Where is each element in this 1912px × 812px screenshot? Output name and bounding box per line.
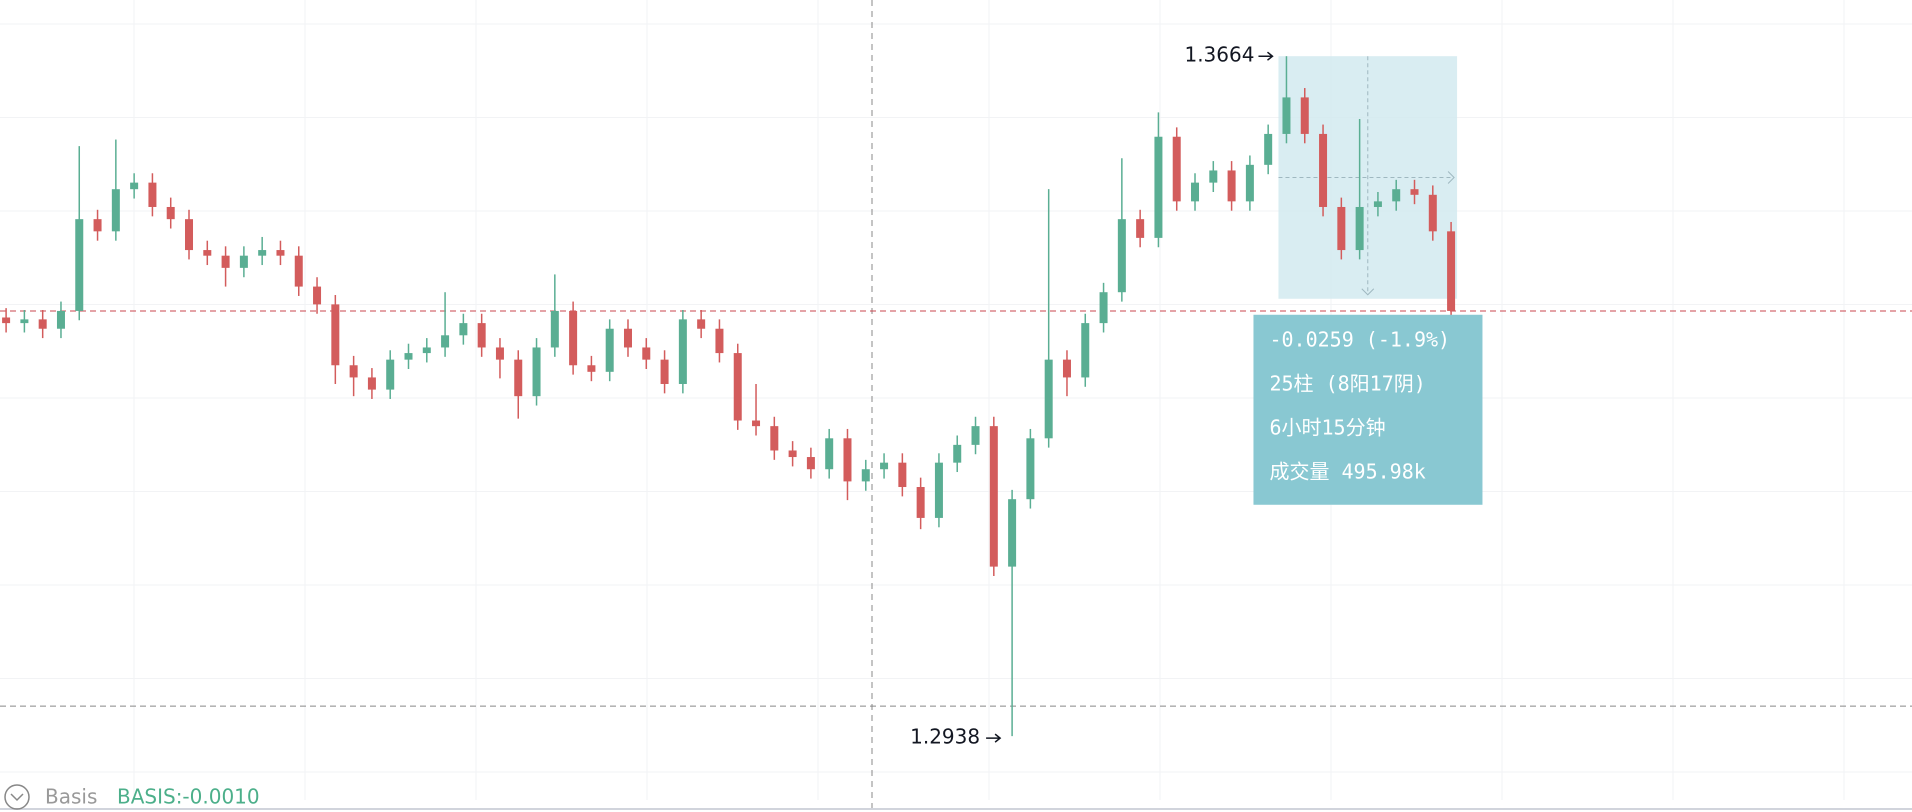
candle-body <box>203 250 212 256</box>
candle-body <box>880 462 889 470</box>
candle-body <box>1026 438 1035 500</box>
candle-body <box>1172 136 1181 202</box>
high-arrow <box>1258 51 1274 61</box>
candle-body <box>75 219 84 311</box>
candle-body <box>934 462 943 518</box>
candle-body <box>1117 219 1126 293</box>
candle-body <box>733 353 742 421</box>
candle-body <box>1282 97 1291 134</box>
candle-body <box>1209 170 1218 183</box>
candle-body <box>1447 231 1456 311</box>
candle-body <box>495 347 504 360</box>
candle-body <box>788 450 797 458</box>
candle-body <box>1008 499 1017 567</box>
candle-body <box>404 353 413 360</box>
candle-body <box>331 304 340 366</box>
candle-body <box>313 286 322 305</box>
tooltip-line: -0.0259 (-1.9%) <box>1269 327 1450 351</box>
candle-body <box>1264 133 1273 165</box>
candle-body <box>148 182 157 207</box>
candle-body <box>861 469 870 482</box>
candle-body <box>349 365 358 378</box>
candle-body <box>770 426 779 451</box>
candle-body <box>20 319 29 324</box>
candle-body <box>294 255 303 287</box>
collapse-icon[interactable] <box>4 784 30 810</box>
candle-body <box>1136 219 1145 238</box>
candle-body <box>898 462 907 488</box>
candle-body <box>1392 189 1401 202</box>
candle-body <box>1319 133 1328 207</box>
candle-body <box>569 310 578 366</box>
indicator-name: Basis <box>45 785 97 809</box>
tooltip-line: 成交量 495.98k <box>1269 459 1425 483</box>
candle-body <box>806 457 815 470</box>
measure-h-arrow <box>1447 171 1455 184</box>
candle-body <box>1410 189 1419 195</box>
candle-body <box>130 182 139 190</box>
measure-v-arrow <box>1361 288 1375 296</box>
measure-tooltip <box>1253 314 1483 505</box>
candle-body <box>916 487 925 518</box>
candle-body <box>1099 292 1108 324</box>
candle-body <box>587 365 596 372</box>
candle-body <box>239 255 248 268</box>
candle-body <box>185 219 194 251</box>
candle-body <box>953 444 962 463</box>
candle-body <box>367 377 376 390</box>
candle-body <box>1227 170 1236 202</box>
candle-body <box>1081 323 1090 378</box>
candle-body <box>989 426 998 567</box>
candle-body <box>843 438 852 482</box>
candle-body <box>422 347 431 354</box>
candle-body <box>1245 164 1254 202</box>
candle-body <box>111 189 120 232</box>
indicator-value: BASIS:-0.0010 <box>117 785 260 809</box>
candle-body <box>642 347 651 360</box>
candle-body <box>386 359 395 390</box>
collapse-chevron <box>10 793 24 802</box>
candle-body <box>660 359 669 384</box>
high-label: 1.3664 <box>1184 43 1254 67</box>
candle-body <box>752 420 761 427</box>
candle-body <box>605 328 614 372</box>
candle-body <box>221 255 230 268</box>
candle-body <box>2 317 11 324</box>
candle-body <box>1062 359 1071 378</box>
candle-body <box>276 250 285 256</box>
candle-body <box>1191 182 1200 202</box>
candle-body <box>1337 206 1346 251</box>
candle-body <box>697 319 706 329</box>
candle-body <box>1154 136 1163 238</box>
candle-body <box>623 328 632 348</box>
candle-body <box>1044 359 1053 439</box>
candle-body <box>1355 206 1364 251</box>
low-arrow <box>986 733 1002 743</box>
tooltip-line: 25柱 (8阳17阴) <box>1269 371 1425 395</box>
candle-body <box>166 206 175 220</box>
tooltip-line: 6小时15分钟 <box>1269 415 1385 439</box>
candle-body <box>514 359 523 397</box>
low-label: 1.2938 <box>910 725 980 749</box>
candle-body <box>825 438 834 470</box>
candle-body <box>1300 97 1309 134</box>
candle-body <box>477 323 486 348</box>
candle-body <box>258 250 267 256</box>
candle-body <box>532 347 541 397</box>
candle-body <box>1428 194 1437 232</box>
candle-body <box>678 319 687 384</box>
candle-body <box>441 335 450 348</box>
candle-body <box>459 323 468 336</box>
candle-body <box>550 310 559 348</box>
candle-body <box>971 426 980 445</box>
candle-body <box>38 319 47 329</box>
candle-body <box>1373 201 1382 207</box>
candle-body <box>56 310 65 329</box>
candle-body <box>93 219 102 232</box>
candle-body <box>715 328 724 354</box>
